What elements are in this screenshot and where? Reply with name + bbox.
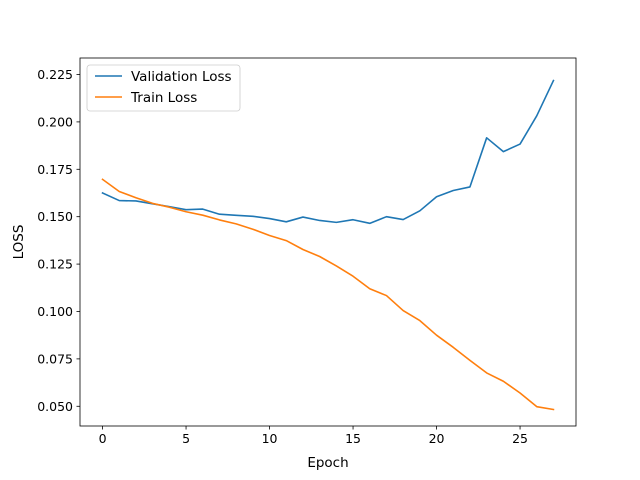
x-tick-label: 15	[345, 431, 361, 446]
y-tick-label: 0.150	[37, 209, 73, 224]
y-axis-label: LOSS	[11, 225, 27, 260]
y-tick-label: 0.075	[37, 351, 73, 366]
legend-label-validation-loss: Validation Loss	[131, 69, 232, 85]
x-tick-label: 20	[429, 431, 445, 446]
x-axis-label: Epoch	[307, 455, 348, 471]
plot-area	[80, 58, 576, 426]
x-tick-label: 10	[262, 431, 278, 446]
series-layer	[101, 79, 555, 411]
x-tick-label: 5	[182, 431, 190, 446]
plot-background	[80, 58, 576, 426]
x-tick-label: 0	[99, 431, 107, 446]
series-line-validation-loss	[101, 79, 555, 225]
x-tick-label: 25	[512, 431, 528, 446]
y-tick-label: 0.200	[37, 114, 73, 129]
y-tick-label: 0.100	[37, 304, 73, 319]
axes-layer: 0 5 10 15 20 25 0.050 0.075 0.100 0.125 0.150 0.175…	[37, 57, 577, 446]
legend-box	[86, 64, 241, 112]
y-tick-label: 0.225	[37, 67, 73, 82]
y-tick-label: 0.175	[37, 162, 73, 177]
y-tick-label: 0.050	[37, 399, 73, 414]
legend-label-train-loss: Train Loss	[130, 90, 197, 106]
legend: Validation Loss Train Loss	[86, 64, 241, 112]
axes-frame	[79, 57, 577, 427]
series-line-train-loss	[101, 178, 555, 411]
y-tick-label: 0.125	[37, 257, 73, 272]
